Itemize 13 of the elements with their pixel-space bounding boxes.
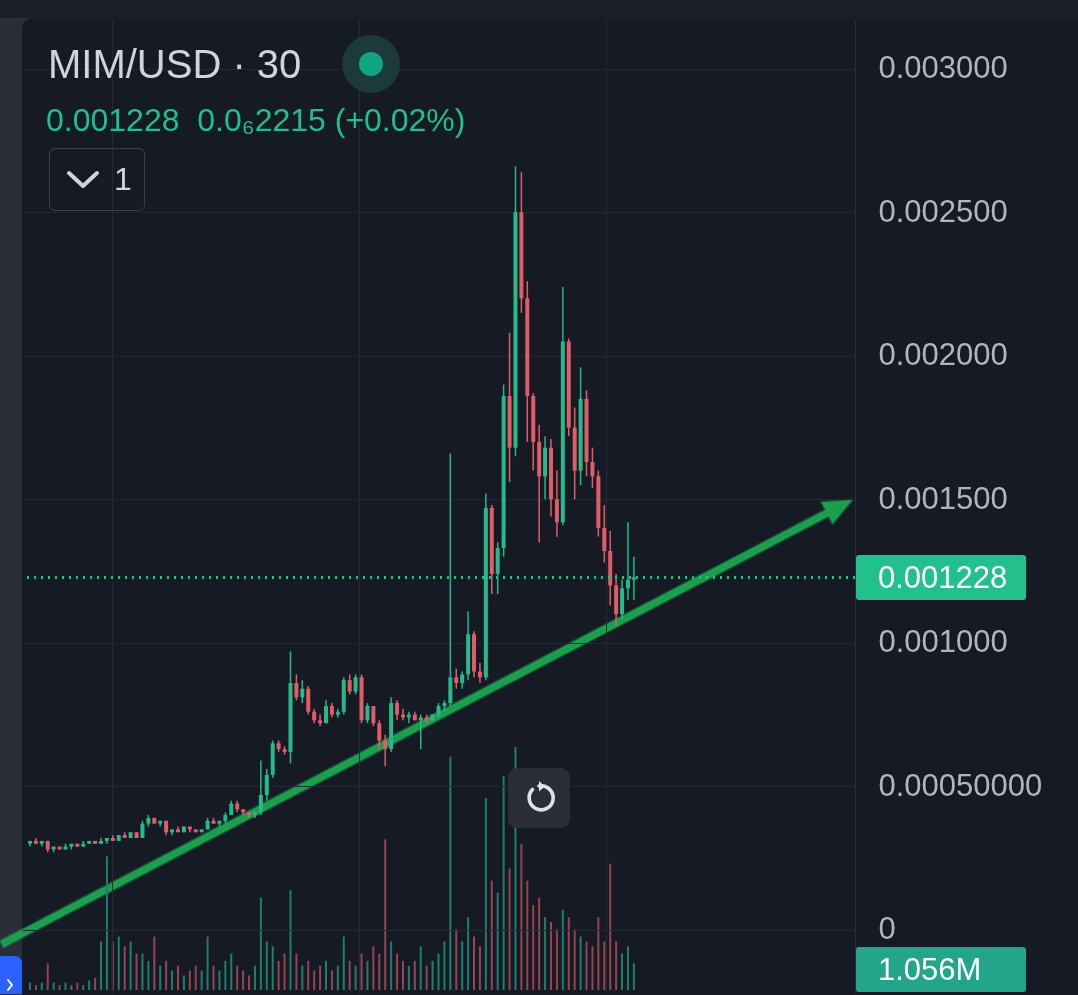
text: 0.001228 0.0₆2215 (+0.02%) (46, 101, 466, 140)
y-tick-label: 0.002500 (878, 193, 1008, 229)
y-tick-label: 0.001000 (878, 624, 1008, 660)
annotation: 1 (114, 161, 132, 198)
y-tick-label: 0.00050000 (878, 767, 1043, 803)
y-tick-label: 0.001500 (878, 480, 1008, 516)
text: 1.056M (856, 947, 1026, 992)
ref-line-label: 0.001228 (856, 554, 1026, 600)
y-tick-label: 0 (878, 911, 896, 947)
y-tick-label: 0.002000 (878, 337, 1008, 373)
dropdown-button: 1 (49, 148, 145, 211)
y-tick-label: 0.003000 (878, 50, 1008, 86)
text: MIM/USD · 30 (48, 41, 302, 88)
